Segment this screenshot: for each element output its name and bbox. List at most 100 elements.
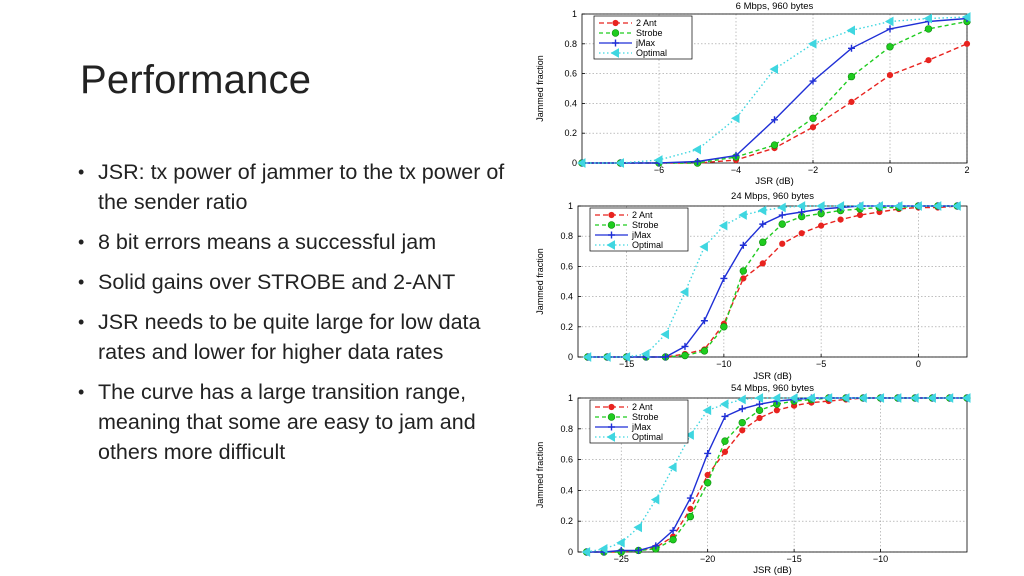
series-strobe-point	[720, 323, 728, 331]
series-2-ant-point	[756, 414, 763, 422]
series-2-ant-point	[740, 275, 747, 282]
y-tick-label: 0.2	[560, 516, 573, 526]
x-tick-label: 0	[887, 165, 892, 175]
legend-label: Optimal	[636, 48, 667, 58]
series-optimal-point	[835, 201, 845, 211]
x-tick-label: −15	[619, 359, 634, 369]
y-axis-label: Jammed fraction	[535, 248, 545, 315]
series-strobe-point	[847, 72, 856, 81]
y-tick-label: 0	[568, 547, 573, 557]
series-optimal-point	[668, 462, 677, 473]
series-optimal-point	[679, 287, 689, 297]
series-optimal-point	[777, 202, 786, 213]
legend-label: Strobe	[632, 220, 659, 230]
series-optimal-point	[823, 393, 833, 403]
series-optimal-point	[913, 201, 922, 211]
x-axis-label: JSR (dB)	[753, 371, 792, 381]
series-2-ant-point	[739, 427, 746, 434]
legend-2-ant-point	[608, 211, 615, 219]
series-optimal-point	[615, 158, 624, 168]
series-jmax-point	[720, 274, 728, 282]
series-optimal-point	[719, 399, 729, 410]
bullet-text: Solid gains over STROBE and 2-ANT	[98, 270, 456, 294]
series-optimal-point	[730, 113, 740, 124]
bullet-icon: •	[78, 272, 85, 292]
y-axis-label: Jammed fraction	[535, 442, 545, 509]
series-optimal-point	[892, 393, 902, 403]
x-axis-label: JSR (dB)	[753, 565, 792, 576]
series-optimal-point	[927, 393, 936, 403]
series-optimal-point	[923, 13, 932, 24]
series-2-ant-point	[773, 407, 780, 414]
legend-optimal-point	[606, 432, 615, 442]
legend-label: jMax	[635, 38, 656, 48]
series-optimal-point	[816, 201, 825, 211]
series-optimal	[582, 201, 961, 362]
series-jmax-point	[662, 353, 670, 361]
series-optimal-point	[633, 522, 643, 533]
series-optimal-point	[581, 547, 591, 557]
y-tick-label: 0.8	[564, 39, 577, 49]
series-optimal-point	[602, 352, 611, 362]
series-2-ant-point	[856, 211, 864, 219]
series-optimal-point	[932, 201, 942, 211]
series-jmax-point	[756, 400, 764, 408]
series-2-ant-point	[798, 230, 805, 237]
series-2-ant-line	[587, 205, 958, 358]
series-jmax-point	[738, 405, 746, 413]
legend-jmax-point	[612, 39, 619, 47]
series-optimal-point	[855, 201, 864, 211]
series-strobe-point	[778, 220, 786, 228]
legend-2-ant-point	[612, 19, 619, 27]
x-tick-label: −10	[873, 554, 888, 564]
y-tick-label: 0.2	[564, 128, 577, 138]
series-strobe-point	[770, 141, 779, 149]
series-jmax-point	[759, 220, 767, 228]
y-tick-label: 0	[568, 352, 573, 362]
series-2-ant-point	[963, 40, 971, 47]
series-optimal-point	[806, 393, 815, 403]
legend-strobe-point	[611, 29, 620, 37]
series-jmax-point	[635, 546, 643, 554]
bullet-item: • Solid gains over STROBE and 2-ANT	[78, 267, 518, 297]
y-tick-label: 0.8	[560, 424, 573, 434]
series-jmax-point	[886, 25, 894, 33]
series-jmax-point	[778, 211, 786, 219]
x-tick-label: −15	[786, 554, 801, 564]
series-strobe-point	[686, 512, 695, 521]
y-tick-label: 1	[568, 393, 573, 403]
y-tick-label: 1	[572, 9, 577, 19]
y-tick-label: 0.2	[560, 322, 573, 332]
x-tick-label: −2	[808, 165, 818, 175]
series-strobe-point	[739, 267, 748, 275]
series-strobe-point	[886, 43, 894, 51]
series-jmax-point	[771, 116, 778, 124]
x-tick-label: −20	[700, 554, 715, 564]
y-tick-label: 0.8	[560, 231, 573, 241]
series-2-ant-point	[809, 124, 817, 131]
series-optimal-point	[754, 393, 764, 403]
legend-2-ant-point	[608, 403, 615, 411]
series-optimal-point	[771, 393, 781, 403]
series-optimal-point	[653, 155, 663, 165]
series-2-ant-point	[687, 505, 694, 512]
series-2-ant-point	[925, 57, 932, 64]
bullet-text: JSR needs to be quite large for low data…	[98, 310, 481, 364]
series-optimal-point	[598, 544, 608, 554]
plot-frame	[581, 13, 968, 164]
series-2-ant-point	[779, 240, 786, 247]
bullet-icon: •	[78, 162, 85, 182]
bullet-item: • JSR: tx power of jammer to the tx power…	[78, 157, 518, 217]
legend-label: 2 Ant	[636, 18, 657, 28]
series-jmax-point	[721, 412, 729, 420]
series-strobe-point	[759, 238, 767, 246]
legend-jmax-point	[608, 423, 615, 431]
series-optimal-point	[910, 393, 919, 403]
series-2-ant-point	[886, 71, 894, 79]
legend-label: 2 Ant	[632, 210, 653, 220]
legend-label: Optimal	[632, 240, 663, 250]
slide-title: Performance	[80, 58, 312, 102]
x-tick-label: −6	[654, 165, 664, 175]
bullet-item: • 8 bit errors means a successful jam	[78, 227, 518, 257]
